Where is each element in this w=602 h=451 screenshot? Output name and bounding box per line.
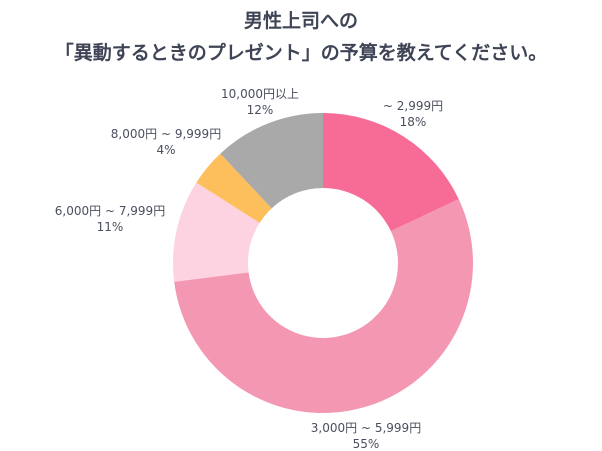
donut-slice-3 <box>196 153 272 223</box>
chart-title-line-1: 男性上司への <box>243 10 358 32</box>
slice-label-0: ~ 2,999円 18% <box>382 99 444 129</box>
donut-slice-2 <box>173 182 260 282</box>
donut-slice-0 <box>323 113 459 232</box>
slice-label-1: 3,000円 ~ 5,999円 55% <box>310 421 422 451</box>
slice-label-4: 10,000円以上 12% <box>221 87 299 117</box>
chart-title-line-2: 「異動するときのプレゼント」の予算を教えてください。 <box>54 42 548 64</box>
slice-label-2: 6,000円 ~ 7,999円 11% <box>54 204 166 234</box>
donut-slice-1 <box>174 199 473 413</box>
slice-label-3: 8,000円 ~ 9,999円 4% <box>110 127 222 157</box>
donut-slice-4 <box>220 113 323 209</box>
